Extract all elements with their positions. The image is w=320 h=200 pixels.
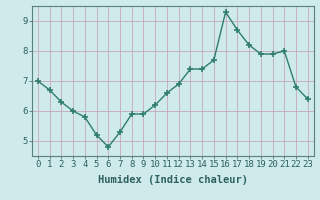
X-axis label: Humidex (Indice chaleur): Humidex (Indice chaleur) — [98, 175, 248, 185]
